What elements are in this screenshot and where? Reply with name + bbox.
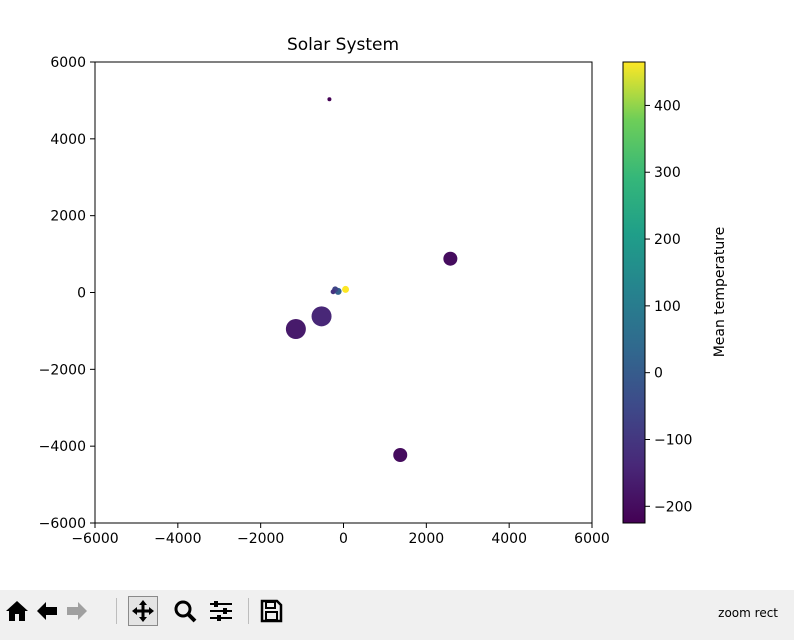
y-tick-label: 2000: [50, 209, 86, 225]
planet-point: [443, 251, 458, 266]
colorbar-tick-label: 200: [654, 232, 681, 248]
y-tick-label: −6000: [39, 516, 86, 532]
x-tick-label: 2000: [409, 531, 445, 547]
forward-arrow-icon[interactable]: [62, 596, 92, 626]
status-message: zoom rect: [718, 606, 778, 620]
plot-area: [94, 61, 593, 524]
navigation-toolbar: zoom rect: [0, 590, 794, 640]
toolbar-separator: [116, 598, 117, 624]
colorbar-tick-label: 400: [654, 98, 681, 114]
x-tick-label: −4000: [154, 531, 201, 547]
x-tick-label: 0: [339, 531, 348, 547]
chart-title: Solar System: [287, 35, 399, 55]
zoom-magnifier-icon[interactable]: [170, 596, 200, 626]
colorbar-tick-label: 100: [654, 299, 681, 315]
x-tick-label: −6000: [71, 531, 118, 547]
y-tick-label: −4000: [39, 439, 86, 455]
colorbar-tick-label: 0: [654, 366, 663, 382]
colorbar-tick-label: −100: [654, 432, 692, 448]
save-floppy-icon[interactable]: [256, 596, 286, 626]
colorbar-tick-label: 300: [654, 165, 681, 181]
x-tick-label: 6000: [574, 531, 610, 547]
y-tick-label: 0: [77, 286, 86, 302]
colorbar-label: Mean temperature: [712, 227, 728, 358]
colorbar-tick-label: −200: [654, 499, 692, 515]
back-arrow-icon[interactable]: [32, 596, 62, 626]
colorbar: [622, 61, 646, 524]
planet-point: [285, 318, 306, 339]
planet-point: [342, 285, 350, 293]
planet-point: [330, 289, 336, 295]
y-tick-label: −2000: [39, 362, 86, 378]
planet-point: [327, 97, 332, 102]
planet-point: [393, 448, 408, 463]
home-icon[interactable]: [2, 596, 32, 626]
y-tick-label: 4000: [50, 132, 86, 148]
pan-icon[interactable]: [128, 596, 158, 626]
chart: Solar System −6000 −4000 −2000 0 2000 4000 600…: [39, 35, 728, 547]
planet-point: [311, 306, 332, 327]
x-tick-label: 4000: [491, 531, 527, 547]
y-tick-label: 6000: [50, 55, 86, 71]
configure-subplots-icon[interactable]: [206, 596, 236, 626]
x-tick-label: −2000: [237, 531, 284, 547]
toolbar-separator: [248, 598, 249, 624]
